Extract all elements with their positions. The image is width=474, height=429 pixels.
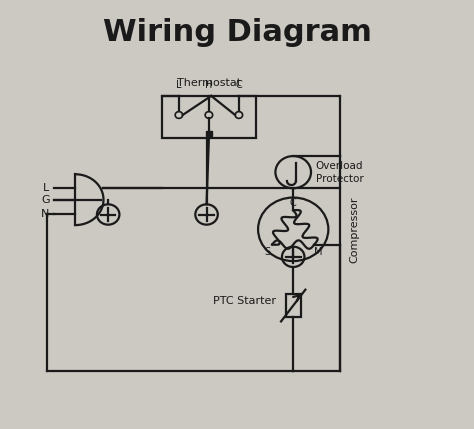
Text: C: C bbox=[290, 198, 297, 208]
Bar bbox=[286, 294, 301, 317]
Text: Compressor: Compressor bbox=[349, 196, 359, 263]
Text: S: S bbox=[265, 247, 271, 257]
Text: PTC Starter: PTC Starter bbox=[213, 296, 276, 306]
Text: G: G bbox=[41, 195, 50, 205]
Text: Thermostat: Thermostat bbox=[177, 78, 241, 88]
Text: L: L bbox=[44, 183, 50, 193]
Text: M: M bbox=[314, 247, 323, 257]
Text: Protector: Protector bbox=[316, 173, 364, 184]
Text: H: H bbox=[205, 80, 212, 90]
Bar bbox=[206, 131, 212, 136]
Text: Overload: Overload bbox=[316, 161, 363, 171]
Text: L: L bbox=[176, 80, 182, 90]
Text: C: C bbox=[236, 80, 242, 90]
Text: N: N bbox=[41, 208, 50, 219]
Text: Wiring Diagram: Wiring Diagram bbox=[102, 18, 372, 47]
Bar bbox=[162, 96, 256, 138]
